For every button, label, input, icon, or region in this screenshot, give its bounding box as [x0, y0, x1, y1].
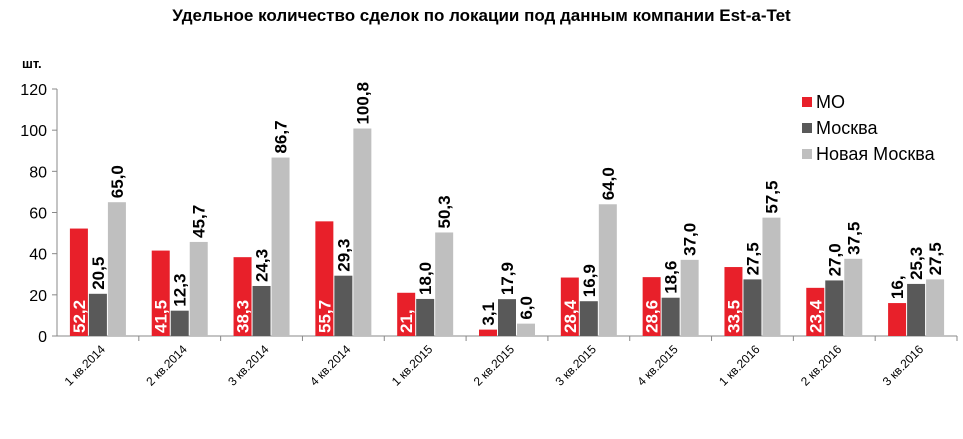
- bar: [743, 279, 762, 336]
- x-tick-label: 4 кв.2015: [634, 342, 681, 389]
- legend-label: Новая Москва: [816, 144, 936, 164]
- bar: [806, 287, 825, 336]
- legend-swatch: [802, 149, 812, 159]
- bar: [170, 310, 189, 336]
- y-tick-label: 60: [29, 206, 47, 223]
- bar-value-label: 57,5: [762, 181, 781, 214]
- y-tick-label: 0: [38, 329, 47, 346]
- x-axis-ticks: 1 кв.2014 2 кв.2014 3 кв.2014 4 кв.2014 1 кв…: [62, 336, 958, 389]
- bar-value-label: 6,0: [517, 296, 536, 320]
- bar: [353, 128, 372, 336]
- bar: [498, 299, 516, 336]
- bar: [642, 277, 661, 336]
- bar: [560, 277, 579, 336]
- bar-value-label: 20,5: [89, 257, 108, 290]
- bar: [107, 202, 126, 336]
- bar-value-label: 28,4: [561, 299, 580, 333]
- x-tick-label: 3 кв.2014: [225, 342, 272, 389]
- bar-value-label: 65,0: [108, 165, 127, 198]
- bar: [151, 250, 170, 336]
- x-tick-label: 1 кв.2016: [716, 342, 763, 389]
- bar: [680, 259, 699, 336]
- bar-value-label: 86,7: [272, 120, 291, 153]
- bar: [598, 204, 617, 336]
- bar-value-label: 12,3: [171, 274, 190, 307]
- bar: [397, 292, 416, 336]
- y-axis-ticks: 0 20 40 60 80 100 120: [20, 82, 57, 346]
- x-tick-label: 1 кв.2015: [389, 342, 436, 389]
- y-tick-label: 20: [29, 288, 47, 305]
- x-tick-label: 1 кв.2014: [62, 342, 109, 389]
- y-tick-label: 100: [20, 123, 47, 140]
- bar: [517, 323, 535, 336]
- bar: [762, 217, 781, 336]
- bar: [479, 329, 497, 336]
- bar: [724, 267, 743, 336]
- bar: [926, 279, 945, 336]
- bar: [69, 228, 88, 336]
- bar: [825, 280, 844, 336]
- bar-value-label: 21,: [397, 309, 416, 333]
- bar: [315, 221, 334, 336]
- x-tick-label: 2 кв.2014: [143, 342, 190, 389]
- y-tick-label: 80: [29, 164, 47, 181]
- bar-value-label: 27,5: [926, 242, 945, 275]
- bar-value-label: 23,4: [806, 299, 825, 333]
- bar: [579, 301, 598, 336]
- bar-value-label: 3,1: [479, 302, 498, 326]
- bar: [334, 275, 353, 336]
- bar-value-label: 17,9: [498, 262, 517, 295]
- bar: [844, 258, 863, 336]
- bar: [252, 285, 271, 336]
- bar-value-label: 33,5: [724, 300, 743, 333]
- bar: [661, 297, 680, 336]
- y-tick-label: 120: [20, 82, 47, 99]
- bar-value-label: 100,8: [353, 82, 372, 125]
- x-tick-label: 4 кв.2014: [307, 342, 354, 389]
- bar: [888, 303, 907, 336]
- bar-value-label: 27,0: [825, 243, 844, 276]
- y-axis-unit-label: шт.: [22, 56, 42, 71]
- bar-value-label: 28,6: [643, 300, 662, 333]
- bar-value-label: 27,5: [743, 242, 762, 275]
- value-labels: 52,220,5 65,0 41,512,3 45,7 38,324,3 86,7 55,7…: [70, 82, 945, 333]
- bar-value-label: 18,0: [416, 262, 435, 295]
- x-tick-label: 2 кв.2016: [798, 342, 845, 389]
- bar-value-label: 52,2: [70, 300, 89, 333]
- x-tick-label: 3 кв.2015: [553, 342, 600, 389]
- bar-value-label: 24,3: [253, 249, 272, 282]
- bar-value-label: 18,6: [662, 261, 681, 294]
- bar: [416, 298, 435, 336]
- legend-swatch: [802, 97, 812, 107]
- bar-value-label: 37,5: [844, 222, 863, 255]
- legend-label: Москва: [816, 118, 878, 138]
- x-tick-label: 2 кв.2015: [471, 342, 518, 389]
- chart-title: Удельное количество сделок по локации по…: [172, 6, 791, 25]
- bar-value-label: 45,7: [190, 205, 209, 238]
- bar-value-label: 25,3: [907, 247, 926, 280]
- bar-value-label: 64,0: [599, 167, 618, 200]
- bars: [69, 128, 945, 336]
- bar-value-label: 37,0: [681, 223, 700, 256]
- bar: [907, 283, 926, 336]
- y-tick-label: 40: [29, 247, 47, 264]
- bar: [88, 293, 107, 336]
- bar-value-label: 41,5: [152, 300, 171, 333]
- bar: [435, 232, 454, 336]
- legend-label: МО: [816, 92, 845, 112]
- bar-value-label: 38,3: [234, 300, 253, 333]
- legend: МО Москва Новая Москва: [802, 92, 936, 164]
- bar-value-label: 29,3: [334, 239, 353, 272]
- bar-value-label: 16,: [888, 275, 907, 299]
- x-tick-label: 3 кв.2016: [880, 342, 927, 389]
- bar-value-label: 16,9: [580, 264, 599, 297]
- bar-value-label: 50,3: [435, 195, 454, 228]
- bar-value-label: 55,7: [315, 300, 334, 333]
- bar: [233, 257, 252, 336]
- legend-swatch: [802, 123, 812, 133]
- bar: [271, 157, 290, 336]
- bar: [189, 241, 208, 336]
